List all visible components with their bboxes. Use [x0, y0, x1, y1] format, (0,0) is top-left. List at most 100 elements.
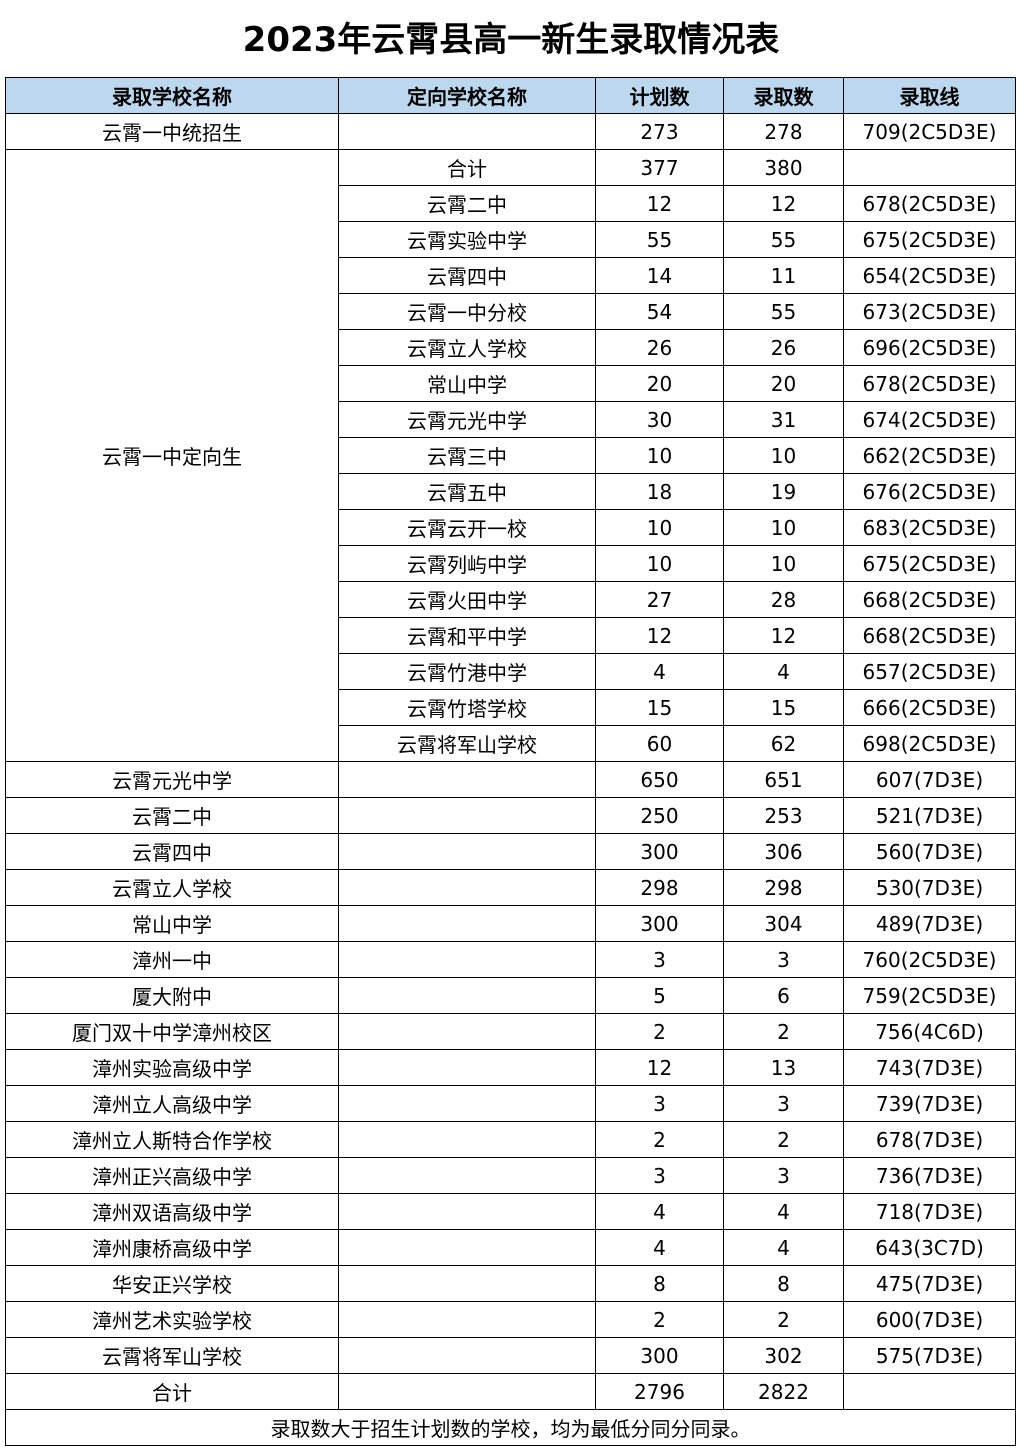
cutoff-cell: 743(7D3E) — [843, 1049, 1016, 1086]
directed-school-cell: 云霄五中 — [338, 473, 596, 510]
cutoff-cell — [843, 1373, 1016, 1410]
directed-school-cell: 云霄和平中学 — [338, 617, 596, 654]
cutoff-cell: 683(2C5D3E) — [843, 509, 1016, 546]
plan-cell: 273 — [595, 113, 724, 150]
cutoff-cell: 739(7D3E) — [843, 1085, 1016, 1122]
cutoff-cell: 657(2C5D3E) — [843, 653, 1016, 690]
cutoff-cell: 760(2C5D3E) — [843, 941, 1016, 978]
directed-school-cell: 云霄元光中学 — [338, 401, 596, 438]
cutoff-cell: 696(2C5D3E) — [843, 329, 1016, 366]
directed-school-cell: 云霄一中分校 — [338, 293, 596, 330]
school-cell: 漳州一中 — [5, 941, 339, 978]
school-cell: 华安正兴学校 — [5, 1265, 339, 1302]
cutoff-cell: 678(2C5D3E) — [843, 185, 1016, 222]
cutoff-cell: 607(7D3E) — [843, 761, 1016, 798]
admitted-cell: 3 — [723, 1085, 844, 1122]
admitted-cell: 15 — [723, 689, 844, 726]
school-cell: 漳州双语高级中学 — [5, 1193, 339, 1230]
admitted-cell: 10 — [723, 509, 844, 546]
table-row: 云霄立人学校 26 26 696(2C5D3E) — [6, 329, 1016, 366]
directed-school-cell — [338, 1121, 596, 1158]
cutoff-cell — [843, 149, 1016, 186]
table-row: 云霄将军山学校 300 302 575(7D3E) — [5, 1337, 1016, 1374]
table-row: 云霄四中 14 11 654(2C5D3E) — [6, 257, 1016, 294]
cutoff-cell: 674(2C5D3E) — [843, 401, 1016, 438]
cutoff-cell: 666(2C5D3E) — [843, 689, 1016, 726]
admitted-cell: 6 — [723, 977, 844, 1014]
directed-school-cell: 云霄三中 — [338, 437, 596, 474]
cutoff-cell: 530(7D3E) — [843, 869, 1016, 906]
plan-cell: 12 — [595, 185, 724, 222]
admitted-cell: 28 — [723, 581, 844, 618]
cutoff-cell: 759(2C5D3E) — [843, 977, 1016, 1014]
directed-school-cell — [338, 941, 596, 978]
table-row: 漳州实验高级中学 12 13 743(7D3E) — [5, 1049, 1016, 1086]
cutoff-cell: 756(4C6D) — [843, 1013, 1016, 1050]
directed-school-cell — [338, 1337, 596, 1374]
cutoff-cell: 643(3C7D) — [843, 1229, 1016, 1266]
school-cell: 合计 — [5, 1373, 339, 1410]
school-cell: 云霄一中定向生 — [5, 149, 339, 762]
admitted-cell: 253 — [723, 797, 844, 834]
plan-cell: 5 — [595, 977, 724, 1014]
plan-cell: 10 — [595, 545, 724, 582]
directed-school-cell: 云霄列屿中学 — [338, 545, 596, 582]
cutoff-cell: 600(7D3E) — [843, 1301, 1016, 1338]
school-cell: 漳州康桥高级中学 — [5, 1229, 339, 1266]
school-cell: 云霄立人学校 — [5, 869, 339, 906]
table-row: 常山中学 300 304 489(7D3E) — [5, 905, 1016, 942]
table-row: 云霄元光中学 650 651 607(7D3E) — [5, 761, 1016, 798]
table-row: 云霄一中统招生 273 278 709(2C5D3E) — [5, 113, 1016, 150]
table-row: 云霄立人学校 298 298 530(7D3E) — [5, 869, 1016, 906]
plan-cell: 298 — [595, 869, 724, 906]
plan-cell: 4 — [595, 1229, 724, 1266]
admitted-cell: 2 — [723, 1121, 844, 1158]
table-row: 漳州立人高级中学 3 3 739(7D3E) — [5, 1085, 1016, 1122]
plan-cell: 2 — [595, 1121, 724, 1158]
table-row: 录取数大于招生计划数的学校，均为最低分同分同录。 — [5, 1409, 1016, 1446]
admitted-cell: 306 — [723, 833, 844, 870]
admitted-cell: 13 — [723, 1049, 844, 1086]
table-row: 云霄四中 300 306 560(7D3E) — [5, 833, 1016, 870]
cutoff-cell: 678(7D3E) — [843, 1121, 1016, 1158]
cutoff-cell: 662(2C5D3E) — [843, 437, 1016, 474]
school-cell: 云霄四中 — [5, 833, 339, 870]
directed-school-cell: 云霄竹港中学 — [338, 653, 596, 690]
plan-cell: 18 — [595, 473, 724, 510]
cutoff-cell: 675(2C5D3E) — [843, 545, 1016, 582]
plan-cell: 3 — [595, 1157, 724, 1194]
school-cell: 厦大附中 — [5, 977, 339, 1014]
page-title: 2023年云霄县高一新生录取情况表 — [242, 20, 780, 60]
admitted-cell: 11 — [723, 257, 844, 294]
directed-school-cell: 云霄四中 — [338, 257, 596, 294]
plan-cell: 60 — [595, 725, 724, 762]
admitted-cell: 2822 — [723, 1373, 844, 1410]
header-school: 录取学校名称 — [5, 77, 339, 114]
plan-cell: 300 — [595, 1337, 724, 1374]
plan-cell: 377 — [595, 149, 724, 186]
directed-school-cell — [338, 1085, 596, 1122]
directed-school-cell — [338, 869, 596, 906]
header-plan: 计划数 — [595, 77, 724, 114]
directed-school-cell: 常山中学 — [338, 365, 596, 402]
directed-school-cell — [338, 1373, 596, 1410]
cutoff-cell: 475(7D3E) — [843, 1265, 1016, 1302]
admitted-cell: 278 — [723, 113, 844, 150]
plan-cell: 15 — [595, 689, 724, 726]
school-cell: 漳州立人斯特合作学校 — [5, 1121, 339, 1158]
admitted-cell: 2 — [723, 1301, 844, 1338]
plan-cell: 250 — [595, 797, 724, 834]
table-row: 云霄一中分校 54 55 673(2C5D3E) — [6, 293, 1016, 330]
admitted-cell: 4 — [723, 653, 844, 690]
plan-cell: 2796 — [595, 1373, 724, 1410]
school-cell: 漳州立人高级中学 — [5, 1085, 339, 1122]
table-row: 漳州一中 3 3 760(2C5D3E) — [5, 941, 1016, 978]
plan-cell: 8 — [595, 1265, 724, 1302]
admitted-cell: 298 — [723, 869, 844, 906]
directed-school-cell — [338, 833, 596, 870]
directed-school-cell — [338, 905, 596, 942]
plan-cell: 27 — [595, 581, 724, 618]
admitted-cell: 10 — [723, 437, 844, 474]
directed-school-cell — [338, 1193, 596, 1230]
plan-cell: 26 — [595, 329, 724, 366]
